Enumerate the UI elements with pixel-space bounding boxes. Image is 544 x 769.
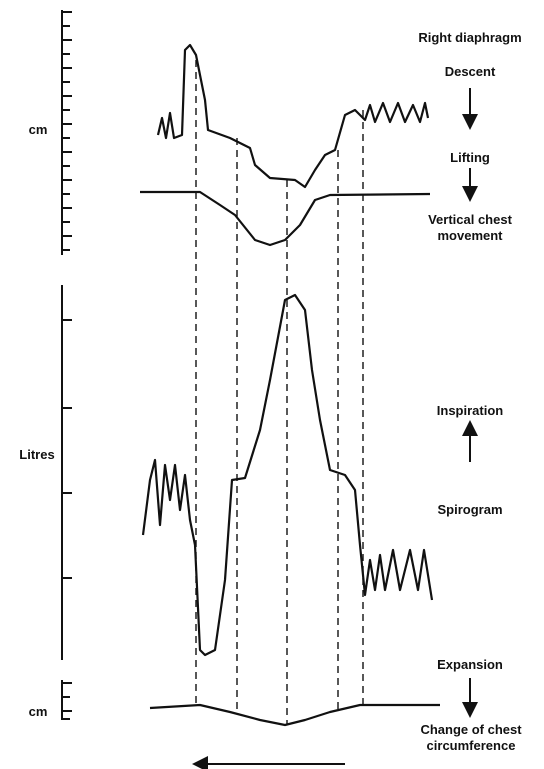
circumference-trace bbox=[149, 703, 440, 727]
direction: Expansion bbox=[437, 657, 503, 672]
direction: Descent bbox=[444, 64, 496, 79]
axis-unit: cm bbox=[28, 704, 48, 719]
spirogram-trace bbox=[141, 293, 434, 657]
trace-name: Right diaphragm bbox=[418, 30, 522, 45]
axis-top bbox=[61, 10, 72, 255]
axis-unit: cm bbox=[28, 122, 48, 137]
chest-movement-trace bbox=[140, 190, 431, 247]
dashed-lines bbox=[195, 60, 364, 725]
diaphragm-trace bbox=[156, 43, 430, 189]
trace-name: Vertical chest movement bbox=[428, 212, 512, 243]
trace-name: Spirogram bbox=[437, 502, 503, 517]
direction: Lifting bbox=[450, 150, 490, 165]
trace-name: Change of chest circumference bbox=[420, 722, 522, 753]
direction: Inspiration bbox=[436, 403, 504, 418]
axis-middle bbox=[61, 285, 72, 660]
axis-bottom bbox=[61, 680, 72, 720]
axis-unit: Litres bbox=[19, 447, 55, 462]
